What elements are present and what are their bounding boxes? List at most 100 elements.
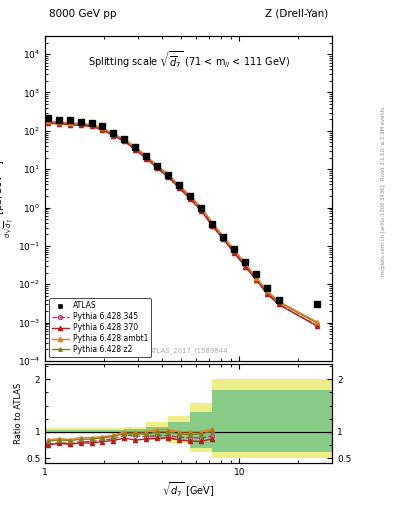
Pythia 6.428 345 <box>265 290 270 296</box>
Pythia 6.428 345 <box>221 236 226 242</box>
Pythia 6.428 370 <box>57 121 62 127</box>
Pythia 6.428 345 <box>177 184 182 190</box>
Pythia 6.428 z2 <box>90 122 94 128</box>
Pythia 6.428 ambt1 <box>254 274 259 281</box>
ATLAS <box>68 117 72 123</box>
Text: 8000 GeV pp: 8000 GeV pp <box>49 9 117 19</box>
Pythia 6.428 ambt1 <box>155 162 160 168</box>
ATLAS <box>78 118 83 124</box>
Pythia 6.428 370 <box>265 291 270 297</box>
Pythia 6.428 370 <box>45 120 50 126</box>
Pythia 6.428 ambt1 <box>177 182 182 188</box>
Pythia 6.428 345 <box>133 145 138 152</box>
Line: Pythia 6.428 345: Pythia 6.428 345 <box>46 121 319 327</box>
Pythia 6.428 z2 <box>155 163 160 169</box>
Text: ATLAS_2017_I1589844: ATLAS_2017_I1589844 <box>149 348 228 354</box>
Pythia 6.428 z2 <box>232 248 237 254</box>
Pythia 6.428 ambt1 <box>188 193 193 199</box>
Pythia 6.428 z2 <box>122 137 127 143</box>
ATLAS <box>276 296 281 303</box>
Pythia 6.428 345 <box>243 262 248 268</box>
Pythia 6.428 370 <box>210 223 215 229</box>
Pythia 6.428 ambt1 <box>90 121 94 127</box>
Pythia 6.428 ambt1 <box>144 153 149 159</box>
Pythia 6.428 370 <box>133 147 138 153</box>
Pythia 6.428 345 <box>78 122 83 128</box>
Line: Pythia 6.428 z2: Pythia 6.428 z2 <box>46 120 318 325</box>
Pythia 6.428 z2 <box>68 120 72 126</box>
ATLAS <box>210 221 215 227</box>
Pythia 6.428 345 <box>232 249 237 255</box>
Pythia 6.428 370 <box>100 127 105 133</box>
Pythia 6.428 370 <box>155 165 160 172</box>
Pythia 6.428 370 <box>144 156 149 162</box>
ATLAS <box>100 123 105 130</box>
Pythia 6.428 z2 <box>144 154 149 160</box>
Pythia 6.428 345 <box>314 322 319 328</box>
Pythia 6.428 370 <box>232 250 237 256</box>
Pythia 6.428 ambt1 <box>276 298 281 304</box>
Pythia 6.428 345 <box>188 195 193 201</box>
Pythia 6.428 ambt1 <box>68 120 72 126</box>
Pythia 6.428 370 <box>90 123 94 130</box>
Pythia 6.428 345 <box>210 222 215 228</box>
Pythia 6.428 ambt1 <box>78 120 83 126</box>
ATLAS <box>243 259 248 265</box>
Pythia 6.428 ambt1 <box>265 288 270 294</box>
Pythia 6.428 345 <box>100 126 105 132</box>
Pythia 6.428 370 <box>254 277 259 283</box>
Pythia 6.428 z2 <box>243 261 248 267</box>
Pythia 6.428 ambt1 <box>199 204 204 210</box>
Pythia 6.428 345 <box>57 120 62 126</box>
Pythia 6.428 345 <box>254 277 259 283</box>
Pythia 6.428 370 <box>188 196 193 202</box>
Pythia 6.428 z2 <box>57 119 62 125</box>
Pythia 6.428 z2 <box>265 288 270 294</box>
Pythia 6.428 z2 <box>133 144 138 151</box>
Pythia 6.428 345 <box>90 123 94 129</box>
Pythia 6.428 z2 <box>314 320 319 326</box>
ATLAS <box>144 153 149 159</box>
ATLAS <box>232 246 237 252</box>
ATLAS <box>177 182 182 188</box>
Pythia 6.428 370 <box>221 237 226 243</box>
ATLAS <box>122 136 127 142</box>
ATLAS <box>133 144 138 150</box>
Pythia 6.428 ambt1 <box>122 136 127 142</box>
Pythia 6.428 ambt1 <box>111 131 116 137</box>
Line: ATLAS: ATLAS <box>45 116 320 307</box>
Pythia 6.428 ambt1 <box>210 220 215 226</box>
Pythia 6.428 ambt1 <box>133 144 138 150</box>
Pythia 6.428 ambt1 <box>45 118 50 124</box>
ATLAS <box>57 117 62 123</box>
Pythia 6.428 z2 <box>221 234 226 240</box>
Y-axis label: $\frac{d\sigma}{d\sqrt{\overline{d}_7}}$ [pb,GeV$^{-1}$]: $\frac{d\sigma}{d\sqrt{\overline{d}_7}}$… <box>0 159 15 238</box>
Pythia 6.428 z2 <box>210 220 215 226</box>
Pythia 6.428 z2 <box>188 194 193 200</box>
Pythia 6.428 z2 <box>199 205 204 211</box>
Pythia 6.428 z2 <box>166 172 171 178</box>
Pythia 6.428 345 <box>155 164 160 170</box>
ATLAS <box>111 130 116 136</box>
Pythia 6.428 370 <box>199 208 204 214</box>
Pythia 6.428 z2 <box>276 299 281 305</box>
Pythia 6.428 z2 <box>111 131 116 137</box>
Legend: ATLAS, Pythia 6.428 345, Pythia 6.428 370, Pythia 6.428 ambt1, Pythia 6.428 z2: ATLAS, Pythia 6.428 345, Pythia 6.428 37… <box>49 298 151 357</box>
Pythia 6.428 ambt1 <box>221 233 226 240</box>
Text: Splitting scale $\sqrt{\overline{d}_7}$ (71 < m$_{ll}$ < 111 GeV): Splitting scale $\sqrt{\overline{d}_7}$ … <box>88 49 290 70</box>
Pythia 6.428 370 <box>122 138 127 144</box>
Pythia 6.428 ambt1 <box>232 247 237 253</box>
ATLAS <box>90 119 94 125</box>
Pythia 6.428 345 <box>199 207 204 213</box>
Pythia 6.428 345 <box>276 301 281 307</box>
Pythia 6.428 345 <box>45 120 50 126</box>
Pythia 6.428 ambt1 <box>100 125 105 131</box>
Pythia 6.428 370 <box>78 122 83 129</box>
Line: Pythia 6.428 ambt1: Pythia 6.428 ambt1 <box>46 119 319 324</box>
Pythia 6.428 ambt1 <box>243 260 248 266</box>
Text: mcplots.cern.ch [arXiv:1306.3436]: mcplots.cern.ch [arXiv:1306.3436] <box>381 185 386 276</box>
Text: Rivet 3.1.10; ≥ 2.9M events: Rivet 3.1.10; ≥ 2.9M events <box>381 106 386 180</box>
Pythia 6.428 z2 <box>45 119 50 125</box>
Pythia 6.428 345 <box>111 132 116 138</box>
Pythia 6.428 ambt1 <box>314 319 319 325</box>
